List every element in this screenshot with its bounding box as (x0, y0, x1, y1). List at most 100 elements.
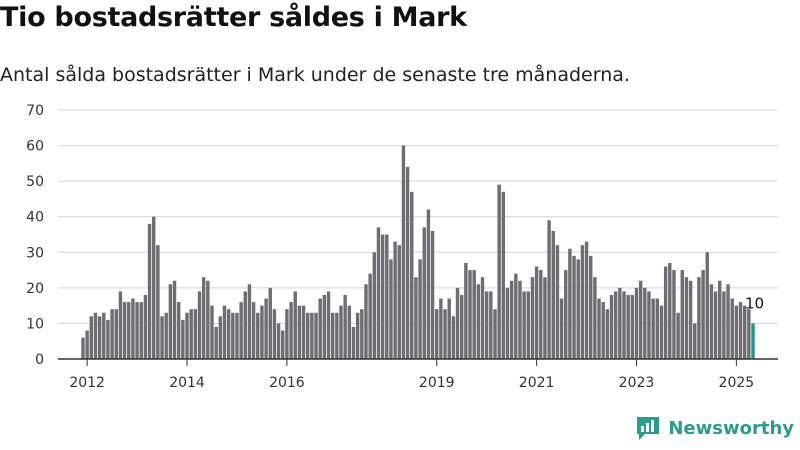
bar (393, 241, 397, 359)
x-tick-label: 2023 (619, 375, 655, 391)
bar (93, 312, 98, 359)
bar (335, 312, 339, 359)
bar (193, 309, 198, 359)
bar (268, 287, 272, 359)
bar (626, 294, 630, 359)
bar (389, 259, 393, 359)
bar (459, 294, 464, 359)
bar (330, 312, 335, 359)
bar (634, 287, 639, 359)
bar (489, 291, 493, 359)
bar (410, 191, 414, 359)
bar (343, 294, 347, 359)
bar (380, 234, 385, 359)
bar (251, 302, 256, 359)
bar (106, 319, 110, 359)
bar (501, 191, 506, 359)
x-tick-label: 2021 (519, 375, 555, 391)
bar (310, 312, 314, 359)
bar-chart-logo-icon (637, 417, 660, 440)
bar (576, 259, 580, 359)
bar (493, 309, 497, 359)
bar (122, 302, 127, 359)
x-tick-label: 2016 (269, 375, 305, 391)
bar (293, 291, 297, 359)
bar (547, 220, 551, 359)
bar (468, 270, 472, 359)
bar (239, 302, 243, 359)
bar (693, 323, 697, 359)
bar (152, 216, 156, 359)
bar (605, 309, 610, 359)
bar (455, 287, 460, 359)
bar (289, 302, 293, 359)
bar (709, 284, 714, 359)
bar (688, 280, 693, 359)
bar (85, 330, 89, 359)
bar (484, 291, 489, 359)
x-tick-label: 2014 (169, 375, 205, 391)
bar (751, 323, 755, 359)
bar (135, 302, 139, 359)
bar (222, 305, 227, 359)
x-tick-label: 2012 (69, 375, 105, 391)
bar (276, 323, 281, 359)
y-tick-label: 30 (26, 245, 44, 261)
bar (164, 312, 168, 359)
data-labels: 10 (745, 294, 764, 312)
brand-name: Newsworthy (668, 417, 794, 439)
y-tick-label: 70 (26, 103, 44, 119)
chart-title: Tio bostadsrätter såldes i Mark (0, 2, 467, 33)
bar (747, 309, 751, 359)
bar (405, 166, 410, 359)
bar (201, 277, 206, 359)
bar (643, 287, 647, 359)
bar (260, 305, 264, 359)
y-tick-label: 20 (26, 281, 44, 297)
bar (97, 316, 102, 359)
bar (584, 241, 589, 359)
bar (555, 245, 560, 359)
bar (568, 248, 572, 359)
bar (505, 287, 510, 359)
bar (376, 227, 381, 359)
bar (718, 280, 722, 359)
bar (647, 291, 651, 359)
bar (630, 294, 635, 359)
bar (264, 298, 268, 359)
bar (210, 305, 214, 359)
bar (168, 284, 173, 359)
bar (638, 280, 643, 359)
bar (518, 280, 522, 359)
bar (601, 302, 605, 359)
bar (414, 277, 418, 359)
bar (102, 312, 106, 359)
bar (339, 305, 343, 359)
bar (572, 255, 576, 359)
bar (139, 302, 143, 359)
bar (589, 255, 593, 359)
y-tick-label: 40 (26, 210, 44, 226)
y-tick-label: 10 (26, 316, 44, 332)
bar (451, 316, 456, 359)
bar (247, 284, 252, 359)
bar (580, 245, 585, 359)
y-tick-label: 50 (26, 174, 44, 190)
bar (522, 291, 526, 359)
bar (559, 298, 564, 359)
bar (672, 270, 676, 359)
chart-subtitle: Antal sålda bostadsrätter i Mark under d… (0, 64, 630, 86)
bar (368, 273, 372, 359)
bar (176, 302, 181, 359)
bar (701, 270, 705, 359)
bar (89, 316, 94, 359)
x-tick-label: 2019 (419, 375, 455, 391)
bar (143, 294, 148, 359)
bar (372, 252, 377, 359)
bar (472, 270, 476, 359)
bar (726, 284, 730, 359)
bar (435, 309, 439, 359)
bar (385, 234, 389, 359)
bar (181, 319, 185, 359)
bar (742, 305, 747, 359)
